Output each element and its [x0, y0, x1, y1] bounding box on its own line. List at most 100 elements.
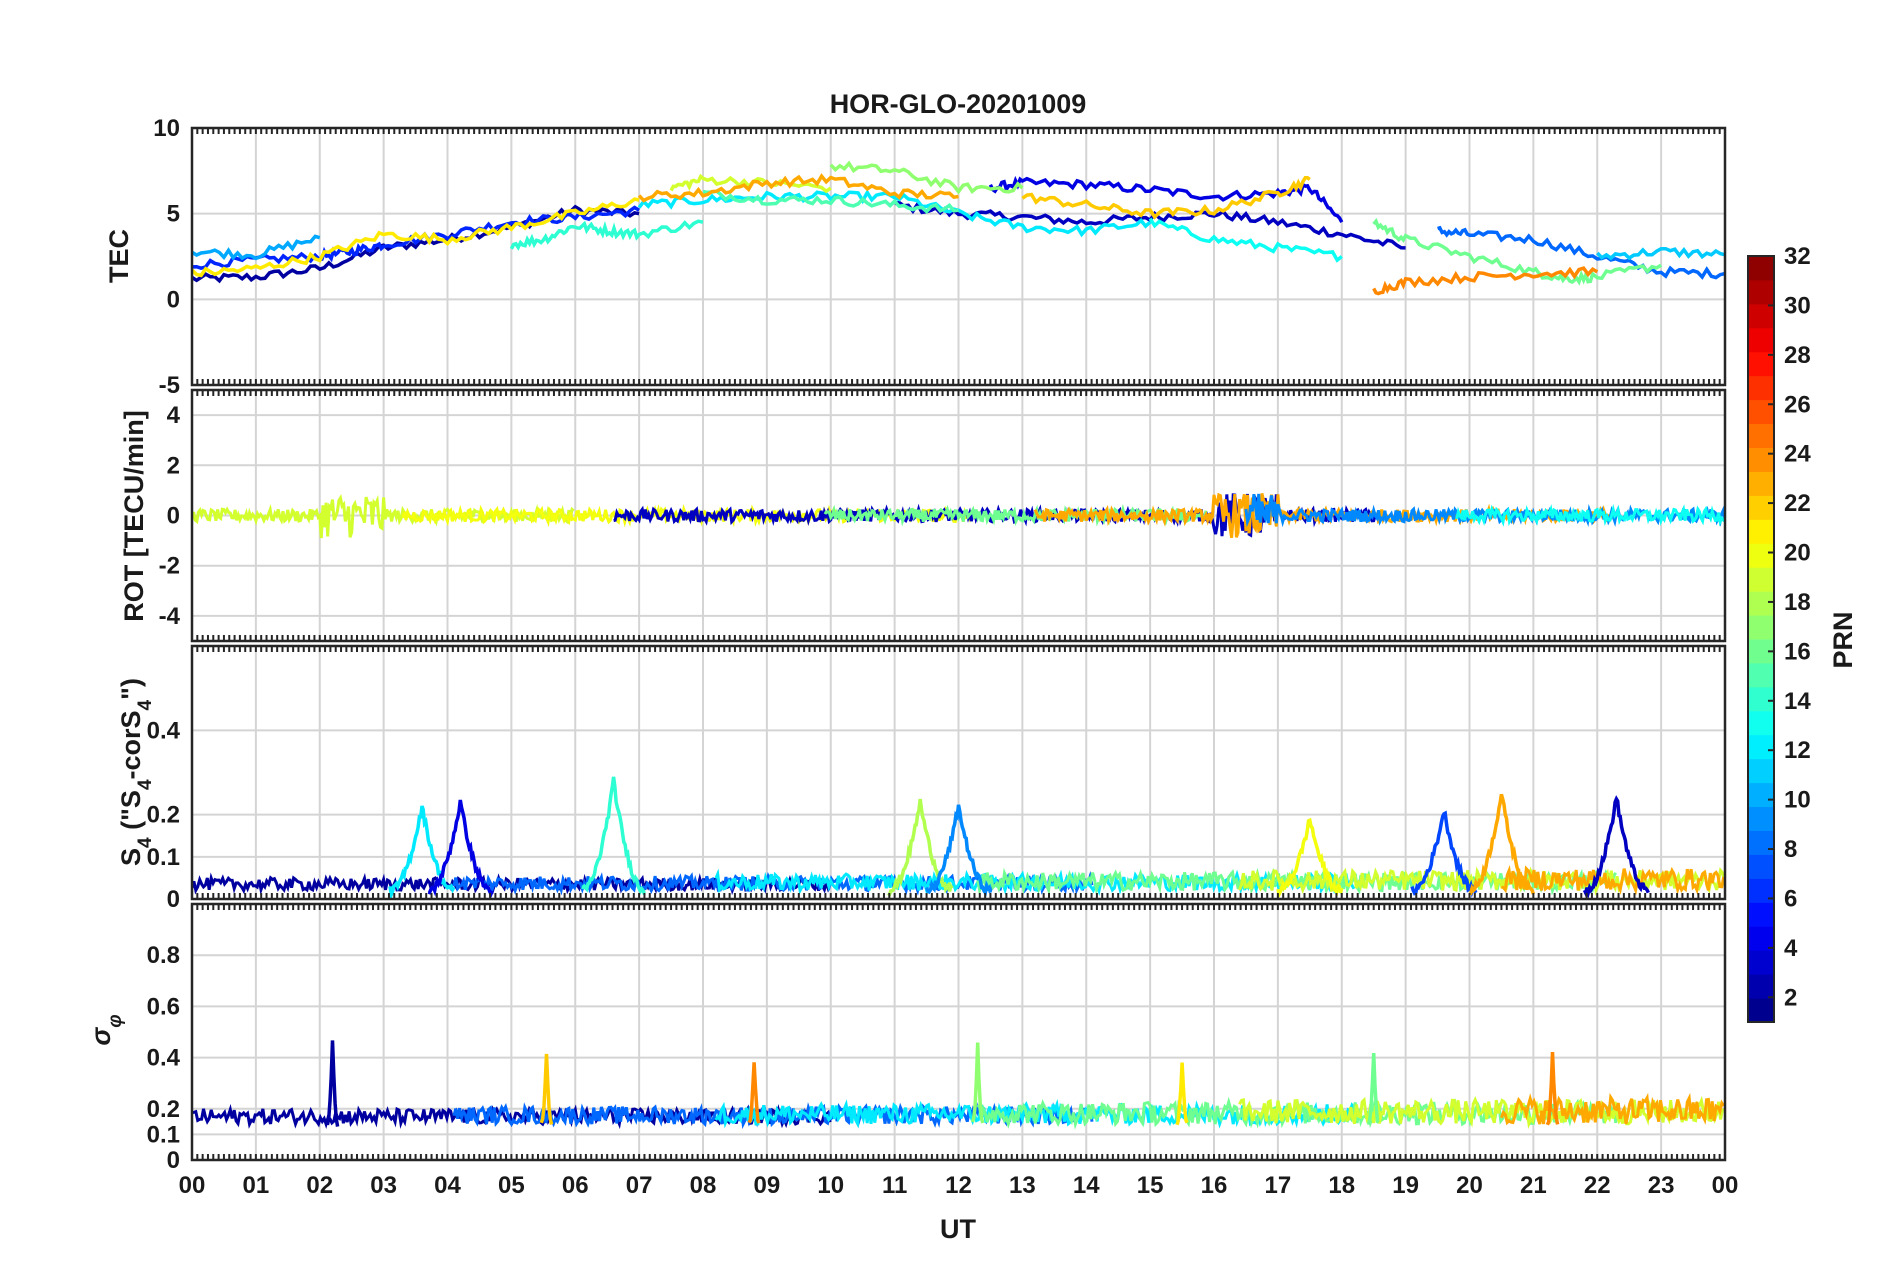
y-tick-label: 0.6: [147, 993, 180, 1020]
panel-tec: -5 0 5 10: [153, 115, 1727, 399]
x-tick-label: 06: [562, 1172, 589, 1199]
peak-prn-3: [1582, 795, 1650, 899]
colorbar-segment: [1748, 926, 1774, 951]
colorbar-tick-label: 12: [1784, 737, 1811, 764]
x-tick-label: 16: [1201, 1172, 1228, 1199]
peak-prn-21: [1175, 1062, 1189, 1126]
y-tick-label: -4: [159, 603, 181, 630]
colorbar-segment: [1748, 447, 1774, 472]
x-tick-label: 19: [1392, 1172, 1419, 1199]
colorbar-segment: [1748, 256, 1774, 281]
y-tick-label: 2: [167, 452, 180, 479]
colorbar-segment: [1748, 830, 1774, 855]
colorbar-segment: [1748, 567, 1774, 592]
noise-prn-23: [1500, 864, 1725, 896]
plot-area: [192, 492, 1725, 539]
series-prn-24: [1372, 266, 1599, 296]
x-tick-label: 11: [882, 1172, 907, 1199]
y-tick-label: 4: [167, 402, 181, 429]
colorbar-segment: [1748, 543, 1774, 568]
colorbar-segment: [1748, 758, 1774, 784]
colorbar-tick-label: 24: [1784, 441, 1811, 468]
rot-series-prn-16: [823, 503, 1208, 527]
rot-series-prn-20: [401, 504, 978, 528]
plot-area: [192, 776, 1725, 899]
colorbar-tick-label: 14: [1784, 688, 1811, 715]
series-prn-11: [1596, 246, 1725, 261]
colorbar-segment: [1748, 806, 1774, 831]
x-tick-label: 00: [1712, 1172, 1739, 1199]
y-tick-label: 0: [167, 1147, 180, 1174]
colorbar-segment: [1748, 279, 1774, 305]
panel-sigma_phi: 00.10.2 0.4 0.6 0.8: [147, 902, 1727, 1174]
colorbar-tick-label: 10: [1784, 787, 1811, 814]
peak-prn-23: [1468, 793, 1536, 896]
colorbar-segment: [1748, 854, 1774, 879]
y-tick-label: -5: [159, 372, 180, 399]
colorbar-segment: [1748, 423, 1774, 448]
peak-prn-20: [1276, 817, 1344, 899]
colorbar-segment: [1748, 782, 1774, 808]
colorbar-tick-label: 22: [1784, 490, 1811, 517]
series-prn-22: [1021, 176, 1311, 220]
peak-prn-7: [1410, 810, 1478, 898]
y-axis-label-sigma-phi: σφ: [86, 1014, 126, 1045]
series-prn-6: [192, 205, 641, 271]
peak-prn-4: [427, 799, 494, 899]
colorbar-segment: [1748, 902, 1774, 927]
x-tick-label: 00: [179, 1172, 206, 1199]
colorbar-tick-label: 16: [1784, 638, 1811, 665]
x-tick-label: 20: [1456, 1172, 1483, 1199]
series-prn-14: [509, 219, 704, 251]
colorbar-segment: [1748, 519, 1774, 544]
series-prn-19: [669, 173, 832, 194]
colorbar-segment: [1748, 495, 1774, 520]
y-tick-label: 0.2: [147, 1096, 180, 1123]
series-prn-21: [192, 197, 640, 278]
colorbar-tick-label: 6: [1784, 885, 1797, 912]
colorbar-segment: [1748, 686, 1774, 712]
x-tick-label: 23: [1648, 1172, 1675, 1199]
series-prn-16: [1372, 217, 1663, 286]
x-tick-label: 04: [434, 1172, 461, 1199]
peak-prn-16: [1366, 1053, 1380, 1126]
colorbar-label: PRN: [1828, 611, 1858, 668]
noise-prn-23: [1499, 1092, 1725, 1126]
y-axis-label-rot: ROT [TECU/min]: [119, 410, 149, 621]
peak-prn-22: [539, 1053, 554, 1125]
x-axis-label: UT: [940, 1214, 976, 1244]
x-tick-label: 05: [498, 1172, 525, 1199]
x-tick-label: 03: [370, 1172, 397, 1199]
y-tick-label: 0: [167, 503, 180, 530]
x-tick-label: 14: [1073, 1172, 1100, 1199]
peak-prn-2: [325, 1040, 340, 1127]
colorbar-segment: [1748, 950, 1774, 975]
series-prn-13: [1148, 217, 1343, 263]
colorbar-segment: [1748, 615, 1774, 640]
colorbar-segment: [1748, 662, 1774, 688]
y-tick-label: 0.8: [147, 942, 180, 969]
x-tick-label: 10: [817, 1172, 844, 1199]
series-prn-23: [637, 173, 959, 203]
peak-prn-14: [581, 776, 646, 896]
y-axis-label-tec: TEC: [104, 229, 134, 283]
y-axis-label-s4: S4 ("S4-corS4"): [116, 678, 156, 866]
y-tick-label: 0.2: [147, 802, 180, 829]
peak-prn-18: [887, 798, 954, 898]
peak-prn-17: [970, 1042, 985, 1124]
colorbar-segment: [1748, 327, 1774, 353]
colorbar-tick-label: 26: [1784, 391, 1811, 418]
x-tick-label: 15: [1137, 1172, 1164, 1199]
x-tick-label: 08: [690, 1172, 717, 1199]
colorbar-tick-label: 30: [1784, 292, 1811, 319]
series-prn-15: [702, 189, 959, 215]
colorbar-segment: [1748, 591, 1774, 616]
plot-area: [192, 160, 1725, 296]
x-tick-label: 18: [1328, 1172, 1355, 1199]
colorbar-segment: [1748, 734, 1774, 760]
series-prn-17: [829, 160, 1024, 195]
x-tick-label: 09: [754, 1172, 781, 1199]
peak-prn-12: [388, 805, 456, 899]
